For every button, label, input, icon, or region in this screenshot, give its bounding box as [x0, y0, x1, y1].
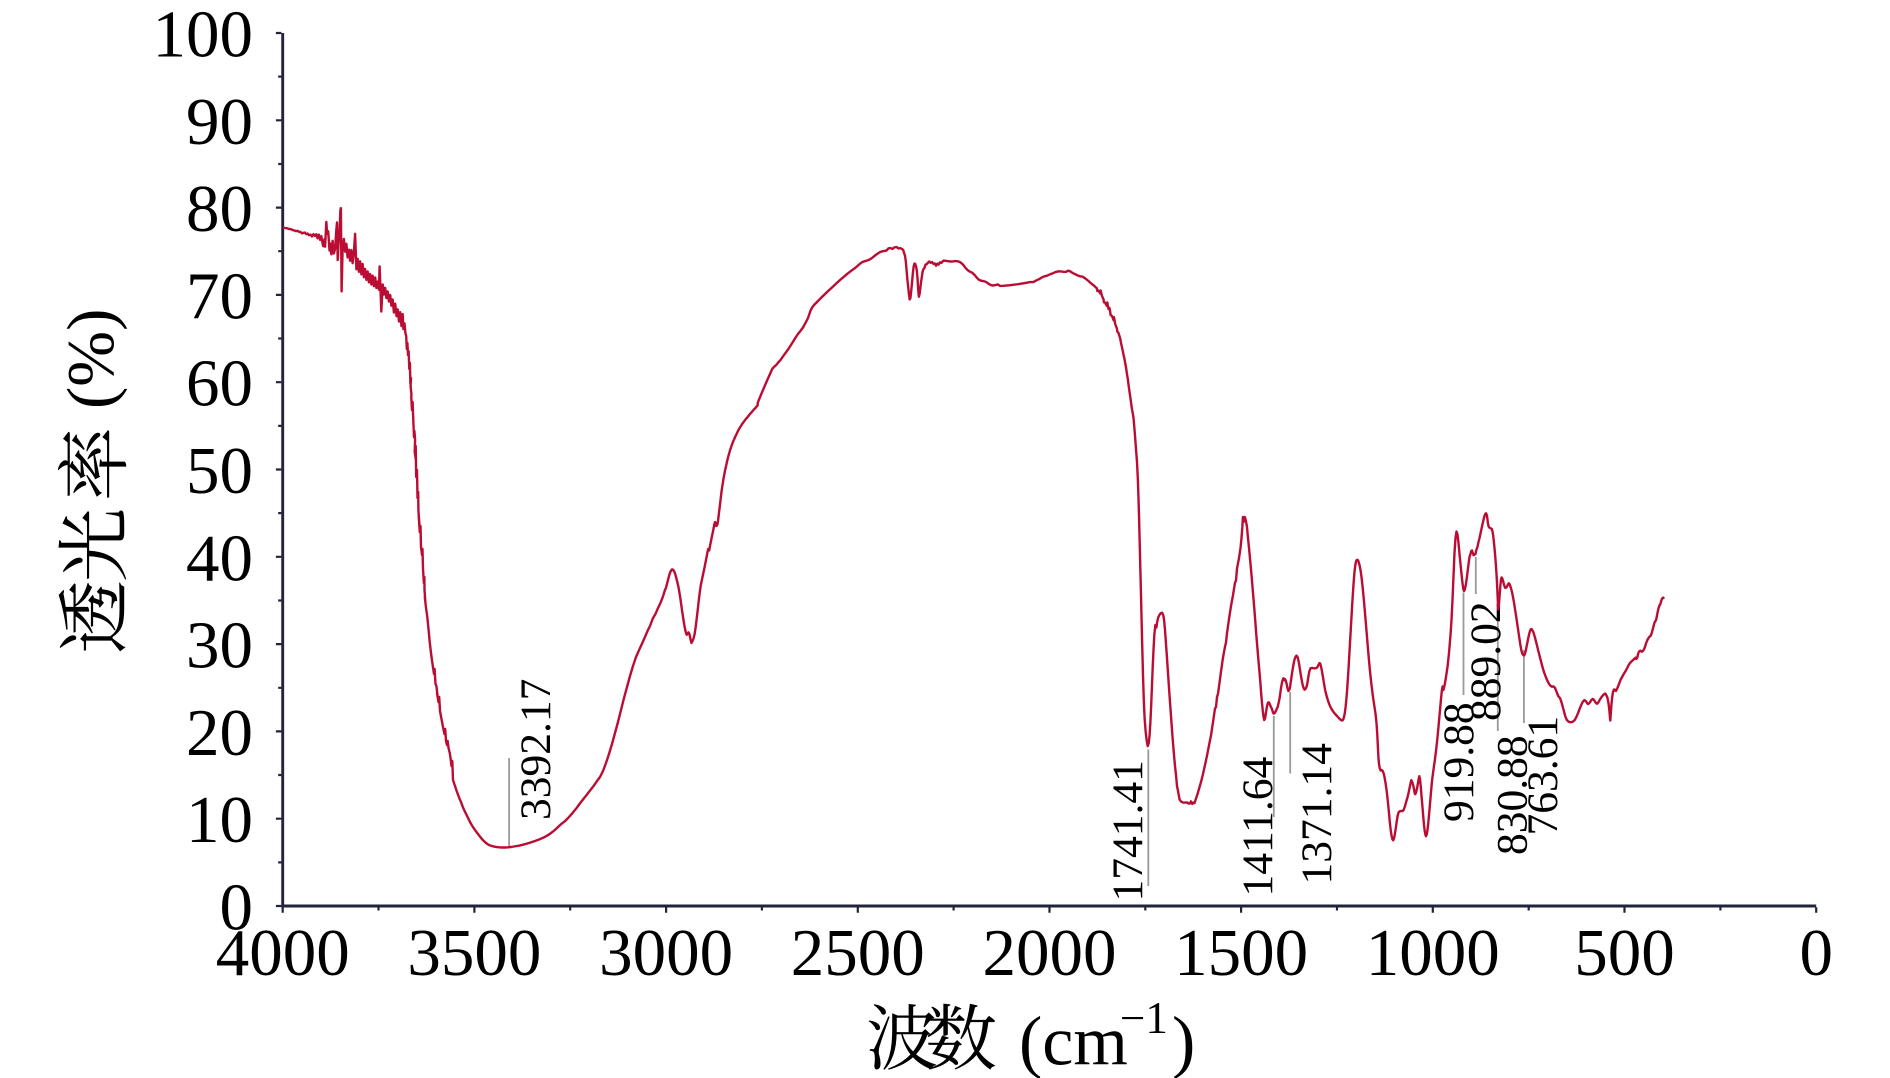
- svg-text:919.88: 919.88: [1435, 702, 1483, 822]
- svg-text:1741.41: 1741.41: [1104, 760, 1152, 901]
- svg-text:4000: 4000: [216, 916, 350, 990]
- svg-text:50: 50: [186, 434, 253, 508]
- svg-text:90: 90: [186, 85, 253, 159]
- svg-text:): ): [1172, 1004, 1195, 1078]
- svg-text:763.61: 763.61: [1519, 716, 1567, 836]
- svg-text:1411.64: 1411.64: [1234, 756, 1282, 896]
- svg-text:3392.17: 3392.17: [512, 679, 560, 820]
- svg-text:70: 70: [186, 259, 253, 333]
- svg-text:3500: 3500: [407, 916, 541, 990]
- svg-text:2000: 2000: [983, 916, 1117, 990]
- svg-text:1500: 1500: [1174, 916, 1308, 990]
- svg-text:(%): (%): [54, 309, 128, 409]
- svg-text:10: 10: [186, 783, 253, 857]
- svg-text:2500: 2500: [791, 916, 925, 990]
- svg-text:60: 60: [186, 347, 253, 421]
- svg-text:500: 500: [1574, 916, 1675, 990]
- svg-text:20: 20: [186, 696, 253, 770]
- svg-text:1371.14: 1371.14: [1293, 743, 1341, 885]
- svg-text:830.88: 830.88: [1489, 735, 1537, 855]
- svg-text:889.02: 889.02: [1462, 601, 1510, 721]
- svg-text:100: 100: [153, 0, 254, 72]
- svg-text:0: 0: [220, 871, 254, 945]
- svg-text:30: 30: [186, 609, 253, 683]
- svg-text:3000: 3000: [599, 916, 733, 990]
- svg-text:0: 0: [1799, 916, 1833, 990]
- svg-text:80: 80: [186, 172, 253, 246]
- svg-text:40: 40: [186, 521, 253, 595]
- svg-text:1000: 1000: [1366, 916, 1500, 990]
- svg-text:(cm: (cm: [1019, 1004, 1128, 1078]
- svg-text:−1: −1: [1120, 993, 1168, 1043]
